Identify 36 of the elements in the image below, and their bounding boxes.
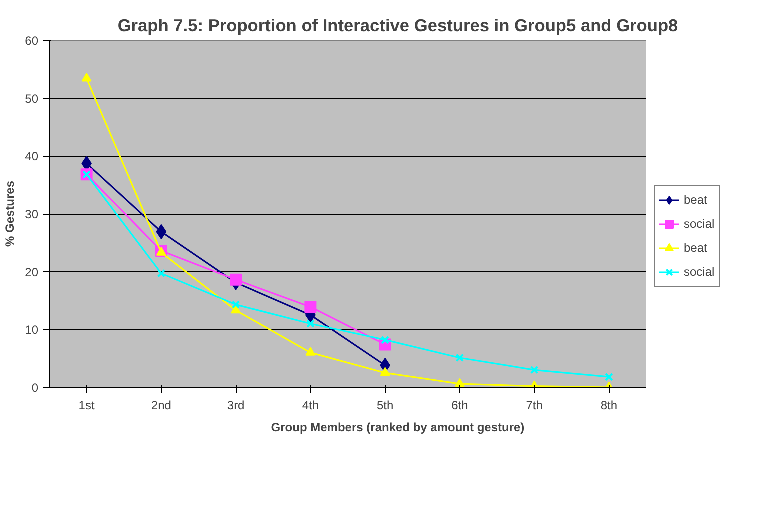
y-axis-title: % Gestures xyxy=(3,180,18,248)
point xyxy=(530,366,539,374)
x-tick-label: 6th xyxy=(452,398,468,412)
point xyxy=(156,224,167,240)
legend-label: beat xyxy=(684,241,708,255)
y-tick-label: 20 xyxy=(25,265,39,280)
point xyxy=(304,301,317,314)
point xyxy=(306,320,315,328)
point xyxy=(381,336,390,344)
y-tick-label: 40 xyxy=(25,150,39,164)
legend-label: social xyxy=(684,265,715,279)
legend-label: beat xyxy=(684,193,708,207)
x-tick-label: 5th xyxy=(376,398,394,412)
point xyxy=(157,269,166,278)
y-tick-label: 10 xyxy=(25,323,39,338)
point xyxy=(82,72,92,82)
point xyxy=(605,372,614,382)
point xyxy=(230,274,242,286)
point xyxy=(306,347,316,356)
point xyxy=(380,367,390,376)
x-tick-label: 3rd xyxy=(227,398,245,412)
point xyxy=(454,378,465,388)
x-tick-label: 7th xyxy=(526,398,543,412)
point xyxy=(456,354,464,362)
x-axis-title: Group Members (ranked by amount gesture) xyxy=(271,420,525,434)
point xyxy=(232,300,240,309)
legend-label: social xyxy=(684,217,715,231)
x-tick-label: 1st xyxy=(78,398,96,412)
y-tick-label: 50 xyxy=(25,92,39,106)
x-tick-label: 8th xyxy=(600,398,618,412)
x-tick-label: 4th xyxy=(302,398,320,412)
y-tick-label: 60 xyxy=(25,34,39,48)
chart-title: Graph 7.5: Proportion of Interactive Gestures in Group5 and Group8 xyxy=(118,16,679,36)
y-tick-label: 0 xyxy=(32,381,39,395)
y-tick-label: 30 xyxy=(25,208,39,222)
x-tick-label: 2nd xyxy=(151,398,172,412)
